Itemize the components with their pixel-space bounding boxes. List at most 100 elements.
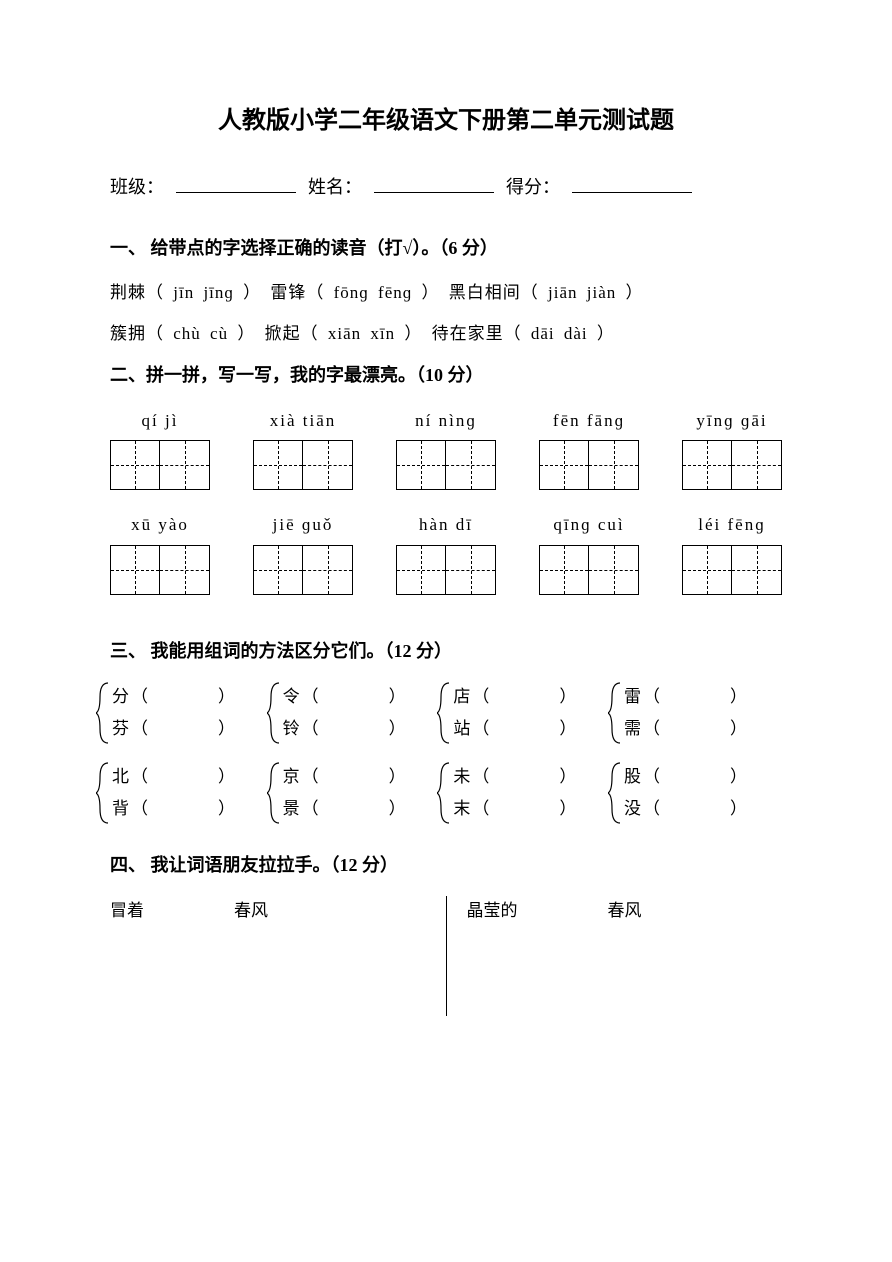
- brace-icon: [437, 681, 451, 745]
- char-boxes[interactable]: [682, 545, 782, 595]
- paren-open: （: [472, 682, 489, 713]
- char-boxes[interactable]: [682, 440, 782, 490]
- pinyin-group: xià tiān: [253, 406, 353, 491]
- paren-open: （: [302, 794, 319, 825]
- q4-left-col: 冒着 春风: [110, 896, 426, 1016]
- brace-icon: [608, 761, 622, 825]
- brace-icon: [608, 681, 622, 745]
- char-boxes[interactable]: [539, 545, 639, 595]
- paren-close: ）: [389, 714, 406, 745]
- q4-word: 春风: [608, 896, 642, 1016]
- q3-char: 雷: [624, 682, 641, 713]
- q3-row2: 北（） 背（） 京（） 景（） 未（） 末（） 股（） 没（）: [110, 761, 782, 825]
- q3-char: 未: [453, 762, 470, 793]
- pinyin-label: léi fēnɡ: [698, 510, 765, 541]
- paren-open: （: [131, 762, 148, 793]
- char-boxes[interactable]: [539, 440, 639, 490]
- paren-open: （: [643, 762, 660, 793]
- pinyin-group: qí jì: [110, 406, 210, 491]
- q3-char: 站: [453, 714, 470, 745]
- q3-char: 铃: [283, 714, 300, 745]
- pinyin-group: fēn fānɡ: [539, 406, 639, 491]
- pinyin-group: léi fēnɡ: [682, 510, 782, 595]
- vertical-divider: [446, 896, 447, 1016]
- q3-char: 店: [453, 682, 470, 713]
- score-label: 得分：: [506, 171, 560, 203]
- q4-word: 冒着: [110, 896, 144, 1016]
- paren-close: ）: [389, 682, 406, 713]
- q3-char: 京: [283, 762, 300, 793]
- pinyin-group: ní nìnɡ: [396, 406, 496, 491]
- q3-char: 景: [283, 794, 300, 825]
- paren-close: ）: [730, 682, 747, 713]
- q3-char: 令: [283, 682, 300, 713]
- paren-open: （: [131, 682, 148, 713]
- char-boxes[interactable]: [110, 545, 210, 595]
- q4-heading: 四、 我让词语朋友拉拉手。（12 分）: [110, 849, 782, 881]
- pinyin-group: yīnɡ ɡāi: [682, 406, 782, 491]
- pinyin-group: hàn dī: [396, 510, 496, 595]
- brace-icon: [267, 761, 281, 825]
- q4-right-col: 晶莹的 春风: [467, 896, 783, 1016]
- pinyin-label: hàn dī: [419, 510, 473, 541]
- paren-open: （: [472, 794, 489, 825]
- paren-close: ）: [559, 714, 576, 745]
- q3-pair: 分（） 芬（）: [110, 681, 270, 745]
- q3-pair: 雷（） 需（）: [622, 681, 782, 745]
- q3-pair: 令（ ） 铃（ ）: [281, 681, 441, 745]
- class-blank[interactable]: [176, 171, 296, 193]
- char-boxes[interactable]: [253, 545, 353, 595]
- paren-close: ）: [730, 762, 747, 793]
- paren-close: ）: [218, 714, 235, 745]
- pinyin-label: qí jì: [142, 406, 179, 437]
- score-blank[interactable]: [572, 171, 692, 193]
- q1-heading: 一、 给带点的字选择正确的读音（打√）。（6 分）: [110, 232, 782, 264]
- q2-row2: xū yào jiē ɡuǒ hàn dī qīnɡ cuì léi fēnɡ: [110, 510, 782, 595]
- q3-pair: 股（） 没（）: [622, 761, 782, 825]
- pinyin-label: xià tiān: [270, 406, 337, 437]
- q3-char: 需: [624, 714, 641, 745]
- page-title: 人教版小学二年级语文下册第二单元测试题: [110, 100, 782, 143]
- brace-icon: [437, 761, 451, 825]
- pinyin-label: ní nìnɡ: [415, 406, 477, 437]
- paren-open: （: [302, 714, 319, 745]
- pinyin-label: qīnɡ cuì: [553, 510, 624, 541]
- char-boxes[interactable]: [396, 545, 496, 595]
- q1-line1: 荆棘（ jīn jīnɡ ） 雷锋（ fōnɡ fēnɡ ） 黑白相间（ jiā…: [110, 278, 782, 309]
- paren-open: （: [643, 794, 660, 825]
- q3-pair: 店（ ） 站（ ）: [451, 681, 611, 745]
- paren-close: ）: [559, 682, 576, 713]
- paren-open: （: [472, 762, 489, 793]
- header-row: 班级： 姓名： 得分：: [110, 171, 782, 203]
- q3-char: 背: [112, 794, 129, 825]
- paren-open: （: [472, 714, 489, 745]
- name-blank[interactable]: [374, 171, 494, 193]
- paren-open: （: [131, 714, 148, 745]
- q3-pair: 未（） 末（）: [451, 761, 611, 825]
- q3-pair: 京（） 景（）: [281, 761, 441, 825]
- pinyin-label: xū yào: [131, 510, 189, 541]
- brace-icon: [96, 681, 110, 745]
- q3-char: 北: [112, 762, 129, 793]
- q2-heading: 二、拼一拼，写一写，我的字最漂亮。（10 分）: [110, 359, 782, 391]
- class-label: 班级：: [110, 171, 164, 203]
- paren-close: ）: [559, 762, 576, 793]
- q3-pair: 北（） 背（）: [110, 761, 270, 825]
- brace-icon: [96, 761, 110, 825]
- char-boxes[interactable]: [110, 440, 210, 490]
- paren-close: ）: [559, 794, 576, 825]
- pinyin-label: jiē ɡuǒ: [273, 510, 334, 541]
- paren-open: （: [302, 682, 319, 713]
- char-boxes[interactable]: [253, 440, 353, 490]
- char-boxes[interactable]: [396, 440, 496, 490]
- q3-char: 分: [112, 682, 129, 713]
- q3-char: 股: [624, 762, 641, 793]
- pinyin-group: jiē ɡuǒ: [253, 510, 353, 595]
- paren-open: （: [643, 682, 660, 713]
- pinyin-group: xū yào: [110, 510, 210, 595]
- q1-line2: 簇拥（ chù cù ） 掀起（ xiān xīn ） 待在家里（ dāi dà…: [110, 319, 782, 350]
- q4-word: 晶莹的: [467, 896, 518, 1016]
- q2-row1: qí jì xià tiān ní nìnɡ fēn fānɡ yīnɡ ɡāi: [110, 406, 782, 491]
- paren-close: ）: [389, 794, 406, 825]
- q3-heading: 三、 我能用组词的方法区分它们。（12 分）: [110, 635, 782, 667]
